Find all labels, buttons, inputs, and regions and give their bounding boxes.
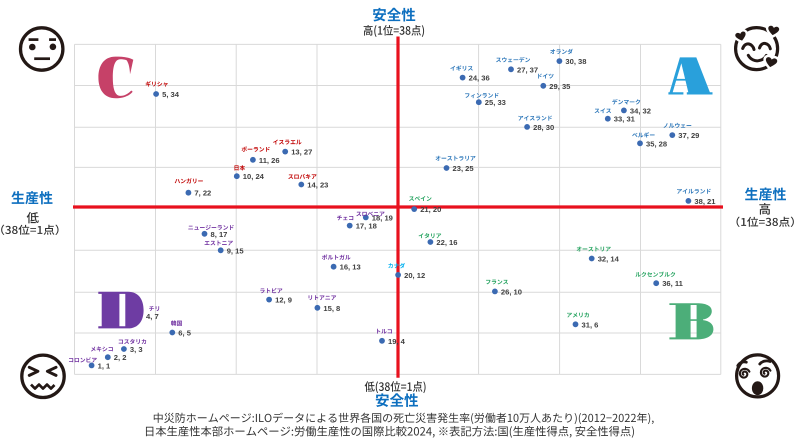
svg-text:19, 4: 19, 4: [388, 337, 406, 346]
svg-text:36, 11: 36, 11: [662, 279, 683, 288]
svg-text:7, 22: 7, 22: [194, 189, 211, 198]
svg-text:16, 13: 16, 13: [340, 263, 361, 272]
svg-text:6, 5: 6, 5: [178, 329, 191, 338]
svg-text:20, 12: 20, 12: [404, 271, 425, 280]
svg-text:13, 27: 13, 27: [291, 148, 312, 157]
svg-text:3, 3: 3, 3: [130, 345, 143, 354]
svg-text:12, 9: 12, 9: [275, 296, 292, 305]
svg-text:15, 8: 15, 8: [323, 304, 340, 313]
svg-text:4, 7: 4, 7: [146, 312, 159, 321]
svg-text:30, 38: 30, 38: [565, 57, 586, 66]
svg-text:21, 20: 21, 20: [420, 205, 441, 214]
svg-text:35, 28: 35, 28: [646, 139, 667, 148]
svg-text:32, 14: 32, 14: [598, 255, 620, 264]
svg-text:33, 31: 33, 31: [614, 115, 636, 124]
svg-text:17, 18: 17, 18: [356, 222, 377, 231]
svg-text:26, 10: 26, 10: [501, 287, 522, 296]
svg-text:5, 34: 5, 34: [162, 90, 180, 99]
svg-text:2, 2: 2, 2: [114, 353, 127, 362]
svg-text:22, 16: 22, 16: [436, 238, 457, 247]
svg-text:28, 30: 28, 30: [533, 123, 554, 132]
svg-text:10, 24: 10, 24: [243, 172, 265, 181]
svg-text:8, 17: 8, 17: [211, 230, 228, 239]
svg-text:27, 37: 27, 37: [517, 65, 538, 74]
svg-text:24, 36: 24, 36: [469, 74, 490, 83]
svg-text:38, 21: 38, 21: [694, 197, 716, 206]
svg-text:1, 1: 1, 1: [98, 361, 111, 370]
svg-text:29, 35: 29, 35: [549, 82, 571, 91]
svg-text:14, 23: 14, 23: [307, 181, 328, 190]
svg-text:11, 26: 11, 26: [259, 156, 280, 165]
svg-text:31, 6: 31, 6: [582, 320, 599, 329]
svg-text:9, 15: 9, 15: [227, 246, 245, 255]
svg-text:34, 32: 34, 32: [630, 106, 651, 115]
svg-text:25, 33: 25, 33: [485, 98, 506, 107]
svg-text:37, 29: 37, 29: [678, 131, 699, 140]
svg-text:23, 25: 23, 25: [453, 164, 475, 173]
svg-text:18, 19: 18, 19: [372, 213, 393, 222]
